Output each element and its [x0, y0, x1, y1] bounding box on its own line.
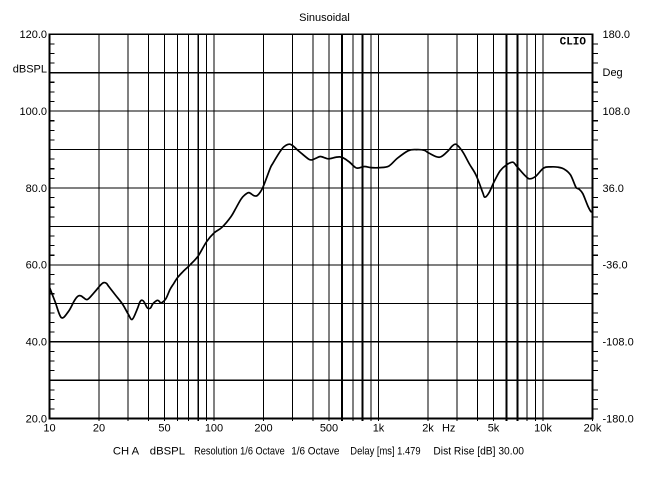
- svg-text:Hz: Hz: [442, 423, 455, 435]
- svg-text:180.0: 180.0: [603, 29, 631, 41]
- svg-text:Deg: Deg: [603, 67, 623, 79]
- svg-text:20.0: 20.0: [26, 414, 47, 426]
- svg-text:80.0: 80.0: [26, 183, 47, 195]
- svg-text:Delay [ms] 1.479: Delay [ms] 1.479: [350, 446, 420, 458]
- svg-text:120.0: 120.0: [19, 29, 47, 41]
- svg-text:108.0: 108.0: [603, 106, 631, 118]
- svg-text:Sinusoidal: Sinusoidal: [299, 12, 350, 24]
- svg-text:1k: 1k: [373, 423, 385, 435]
- svg-text:50: 50: [158, 423, 170, 435]
- svg-text:5k: 5k: [488, 423, 500, 435]
- svg-text:Dist Rise [dB] 30.00: Dist Rise [dB] 30.00: [433, 446, 524, 458]
- svg-text:-36.0: -36.0: [603, 260, 628, 272]
- svg-text:200: 200: [254, 423, 272, 435]
- svg-text:dBSPL: dBSPL: [13, 64, 47, 76]
- svg-text:20k: 20k: [584, 423, 602, 435]
- svg-text:20: 20: [93, 423, 105, 435]
- svg-text:-180.0: -180.0: [603, 414, 634, 426]
- svg-text:500: 500: [320, 423, 338, 435]
- svg-text:60.0: 60.0: [26, 260, 47, 272]
- svg-text:10k: 10k: [534, 423, 552, 435]
- svg-text:CH A: CH A: [113, 446, 140, 458]
- svg-text:-108.0: -108.0: [603, 337, 634, 349]
- svg-text:2k: 2k: [422, 423, 434, 435]
- svg-text:1/6 Octave: 1/6 Octave: [291, 446, 339, 458]
- svg-text:100: 100: [205, 423, 223, 435]
- svg-text:Resolution 1/6 Octave: Resolution 1/6 Octave: [194, 446, 285, 458]
- svg-text:dBSPL: dBSPL: [150, 446, 185, 458]
- svg-text:36.0: 36.0: [603, 183, 624, 195]
- svg-text:100.0: 100.0: [19, 106, 47, 118]
- svg-text:CLIO: CLIO: [560, 37, 587, 49]
- svg-text:10: 10: [43, 423, 55, 435]
- svg-text:40.0: 40.0: [26, 337, 47, 349]
